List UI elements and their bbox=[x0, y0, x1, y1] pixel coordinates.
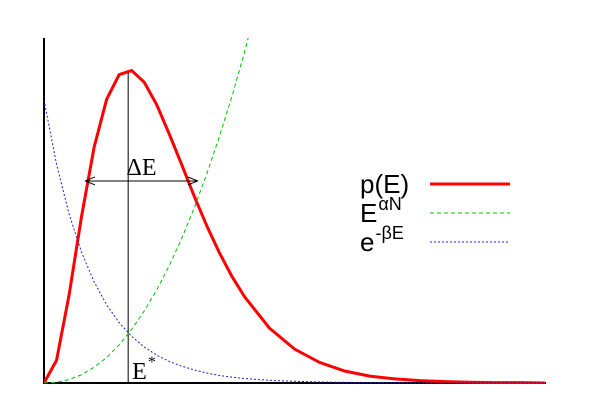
peak-label-sup: * bbox=[148, 354, 156, 371]
legend-label: E bbox=[360, 198, 377, 228]
legend-label: p(E) bbox=[360, 169, 409, 199]
series-line bbox=[44, 38, 249, 384]
legend-label-sup: αN bbox=[378, 194, 401, 214]
peak-label: E bbox=[132, 359, 147, 385]
series-line bbox=[44, 68, 545, 384]
delta-label: ΔE bbox=[126, 155, 156, 181]
legend-label-sup: -βE bbox=[375, 223, 403, 243]
legend-label: e bbox=[360, 227, 374, 257]
series-line bbox=[44, 99, 545, 384]
